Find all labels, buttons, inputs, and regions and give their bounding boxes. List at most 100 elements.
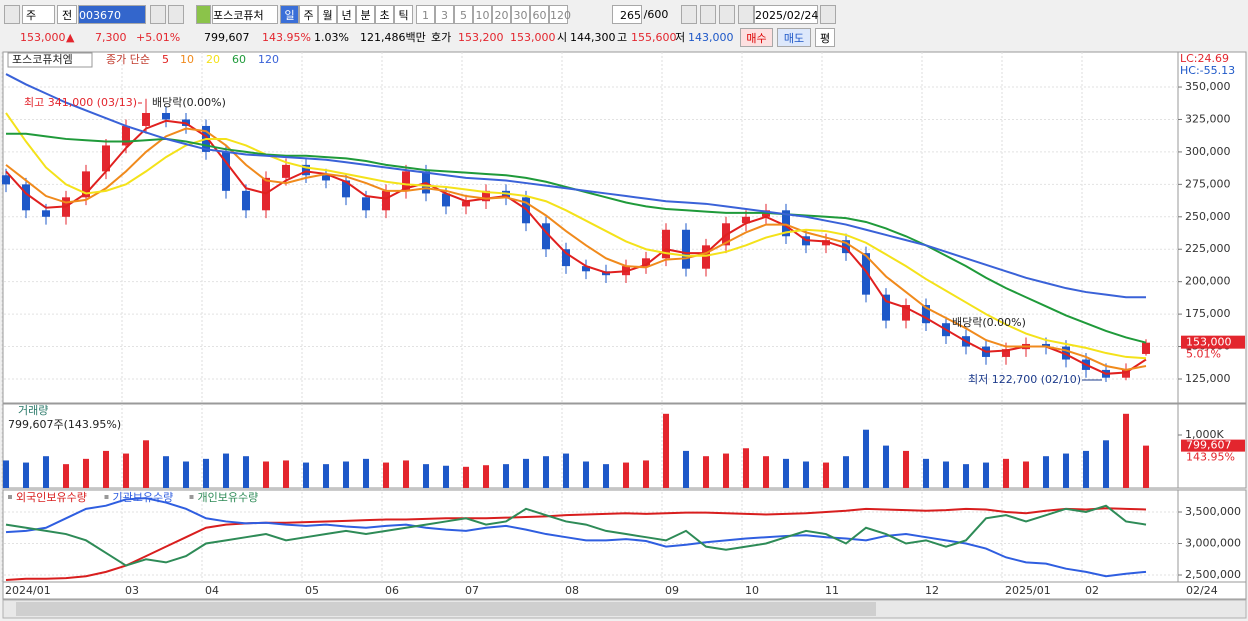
- interval-button[interactable]: 20: [492, 5, 511, 24]
- volume-bar: [1003, 458, 1009, 488]
- volume-bar: [123, 453, 129, 488]
- volume-bar: [683, 450, 689, 488]
- interval-button[interactable]: 30: [511, 5, 530, 24]
- quote-field: 143.95%: [262, 31, 311, 44]
- y-tick-label: 3,500,000: [1185, 505, 1241, 518]
- quote-field: +5.01%: [136, 31, 181, 44]
- sell-button[interactable]: 매도: [777, 28, 811, 47]
- volume-bar: [383, 462, 389, 488]
- interval-button[interactable]: 5: [454, 5, 473, 24]
- name-box[interactable]: 포스코퓨처: [212, 5, 278, 24]
- candle-body: [782, 210, 790, 237]
- x-tick-label: 03: [125, 584, 139, 597]
- y-tick-label: 325,000: [1185, 112, 1231, 125]
- volume-bar: [823, 462, 829, 488]
- candle-body: [302, 164, 310, 176]
- holding-line: [5, 497, 1147, 578]
- icon-button[interactable]: [168, 5, 184, 24]
- unit-button[interactable]: 분: [356, 5, 375, 24]
- legend-entry: 기관보유수량: [113, 491, 174, 504]
- candle-body: [22, 184, 30, 211]
- candle-body: [2, 175, 10, 185]
- y-tick-label: 3,000,000: [1185, 536, 1241, 549]
- candle-body: [1122, 369, 1130, 378]
- candle-body: [462, 201, 470, 207]
- holding-line: [5, 504, 1147, 567]
- icon-button[interactable]: [700, 5, 716, 24]
- unit-button[interactable]: 일: [280, 5, 299, 24]
- x-tick-label: 12: [925, 584, 939, 597]
- buy-button[interactable]: 매수: [740, 28, 773, 47]
- volume-bar: [3, 460, 9, 488]
- icon-button[interactable]: [719, 5, 735, 24]
- volume-bar: [23, 462, 29, 488]
- volume-bar: [963, 464, 969, 488]
- unit-button[interactable]: 초: [375, 5, 394, 24]
- quote-field: 저: [675, 31, 686, 44]
- icon-button[interactable]: [681, 5, 697, 24]
- code-input[interactable]: 003670: [78, 5, 146, 24]
- interval-button[interactable]: 1: [416, 5, 435, 24]
- volume-bar: [363, 458, 369, 488]
- volume-bar: [583, 461, 589, 488]
- unit-button[interactable]: 틱: [394, 5, 413, 24]
- quote-field: ▲: [66, 31, 75, 44]
- candle-body: [702, 245, 710, 269]
- icon-button[interactable]: [4, 5, 20, 24]
- quote-field: 143,000: [688, 31, 734, 44]
- volume-bar: [483, 465, 489, 488]
- candle-body: [662, 229, 670, 259]
- unit-button[interactable]: 년: [337, 5, 356, 24]
- x-tick-label: 11: [825, 584, 839, 597]
- candle-body: [1062, 346, 1070, 360]
- last-volume-label: 799,607: [1186, 439, 1232, 452]
- interval-button[interactable]: 10: [473, 5, 492, 24]
- unit-button[interactable]: 주: [299, 5, 318, 24]
- legend-marker: [189, 495, 194, 499]
- volume-bar: [543, 456, 549, 488]
- volume-bar: [843, 456, 849, 488]
- unit-button[interactable]: 월: [318, 5, 337, 24]
- y-tick-label: 300,000: [1185, 145, 1231, 158]
- new-button[interactable]: [196, 5, 211, 24]
- volume-bar: [943, 461, 949, 488]
- quote-field: 고: [617, 31, 628, 44]
- y-tick-label: 2,500,000: [1185, 568, 1241, 581]
- y-tick-label: 200,000: [1185, 275, 1231, 288]
- ma-line: [5, 73, 1146, 299]
- candle-body: [842, 240, 850, 254]
- candle-body: [342, 180, 350, 198]
- icon-button[interactable]: [738, 5, 754, 24]
- x-tick-label: 06: [385, 584, 399, 597]
- volume-bar: [903, 450, 909, 488]
- candle-body: [42, 210, 50, 217]
- legend-marker: [8, 495, 12, 499]
- avg-button[interactable]: 평: [815, 28, 835, 47]
- volume-bar: [1023, 461, 1029, 488]
- candle-body: [1042, 343, 1050, 347]
- mode-select[interactable]: 전: [57, 5, 77, 24]
- x-tick-label: 08: [565, 584, 579, 597]
- interval-button[interactable]: 60: [530, 5, 549, 24]
- candle-body: [142, 112, 150, 126]
- candle-body: [282, 164, 290, 178]
- count-input[interactable]: 265: [612, 5, 642, 24]
- scroll-thumb: [16, 602, 876, 616]
- interval-button[interactable]: 120: [549, 5, 571, 24]
- volume-bar: [163, 456, 169, 488]
- interval-button[interactable]: 3: [435, 5, 454, 24]
- quote-field: 153,000: [510, 31, 556, 44]
- period-select[interactable]: 주: [22, 5, 55, 24]
- icon-button[interactable]: [150, 5, 166, 24]
- date-input[interactable]: 2025/02/24: [754, 5, 818, 24]
- panel: [2, 51, 1179, 404]
- panel: [2, 403, 1179, 489]
- volume-bar: [523, 458, 529, 488]
- current-date: 02/24: [1186, 584, 1218, 597]
- volume-bar: [1103, 440, 1109, 488]
- candle-body: [682, 229, 690, 269]
- candle-body: [582, 266, 590, 272]
- icon-button[interactable]: [820, 5, 836, 24]
- volume-bar: [343, 461, 349, 488]
- legend-marker: [104, 495, 109, 499]
